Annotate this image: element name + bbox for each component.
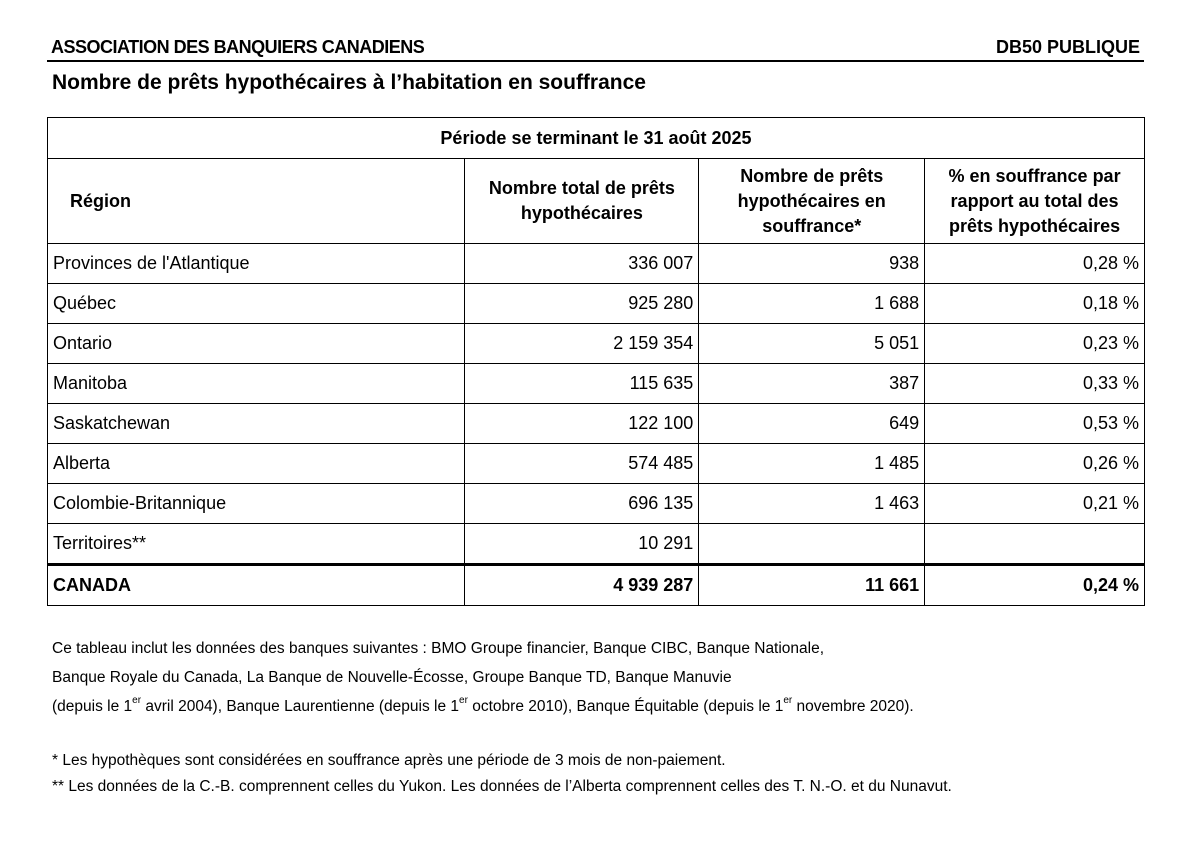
cell-arrears-percent: 0,26 %	[924, 443, 1145, 484]
cell-arrears-count: 1 688	[698, 283, 926, 324]
cell-region: Territoires**	[46, 523, 466, 565]
cell-region: Alberta	[46, 443, 466, 484]
cell-total-loans: 696 135	[464, 483, 700, 524]
total-row: CANADA 4 939 287 11 661 0,24 %	[46, 563, 1145, 606]
cell-arrears-percent: 0,18 %	[924, 283, 1145, 324]
document-code: DB50 PUBLIQUE	[995, 37, 1140, 57]
cell-arrears-count: 1 485	[698, 443, 926, 484]
cell-region: Québec	[46, 283, 466, 324]
cell-total-loans: 336 007	[464, 243, 700, 284]
mortgage-arrears-table: Période se terminant le 31 août 2025 Rég…	[46, 117, 1145, 606]
table-row: Ontario 2 159 354 5 051 0,23 %	[46, 323, 1145, 364]
superscript: er	[459, 695, 468, 706]
note-text: octobre 2010), Banque Équitable (depuis …	[467, 698, 784, 715]
superscript: er	[783, 695, 793, 706]
note-text: avril 2004), Banque Laurentienne (depuis…	[141, 698, 460, 715]
cell-arrears-percent: 0,24 %	[924, 563, 1145, 606]
cell-arrears-percent	[924, 523, 1145, 565]
cell-arrears-percent: 0,33 %	[924, 363, 1145, 404]
page-title: Nombre de prêts hypothécaires à l’habita…	[52, 71, 646, 94]
table-row: Colombie-Britannique 696 135 1 463 0,21 %	[46, 483, 1145, 524]
cell-arrears-percent: 0,53 %	[924, 403, 1145, 444]
cell-arrears-count	[698, 523, 926, 565]
cell-total-loans: 122 100	[464, 403, 700, 444]
table-row: Alberta 574 485 1 485 0,26 %	[46, 443, 1145, 484]
cell-region: Provinces de l'Atlantique	[46, 243, 466, 284]
table-row: Québec 925 280 1 688 0,18 %	[46, 283, 1145, 324]
cell-arrears-count: 387	[698, 363, 926, 404]
cell-arrears-percent: 0,23 %	[924, 323, 1145, 364]
note-text: (depuis le 1	[52, 698, 133, 715]
table-row: Manitoba 115 635 387 0,33 %	[46, 363, 1145, 404]
cell-arrears-count: 11 661	[698, 563, 926, 606]
cell-region: Manitoba	[46, 363, 466, 404]
column-header-arrears-percent: % en souffrance par rapport au total des…	[924, 158, 1145, 244]
cell-total-loans: 4 939 287	[464, 563, 700, 606]
bank-coverage-note: Ce tableau inclut les données des banque…	[52, 634, 914, 721]
cell-arrears-percent: 0,28 %	[924, 243, 1145, 284]
cell-arrears-count: 938	[698, 243, 926, 284]
cell-total-loans: 115 635	[464, 363, 700, 404]
footnote-arrears-definition: * Les hypothèques sont considérées en so…	[52, 752, 726, 769]
column-header-total-loans: Nombre total de prêts hypothécaires	[464, 158, 700, 244]
period-label: Période se terminant le 31 août 2025	[47, 117, 1145, 159]
note-text: novembre 2020).	[792, 698, 914, 715]
cell-arrears-count: 1 463	[698, 483, 926, 524]
superscript: er	[132, 695, 142, 706]
organization-name: ASSOCIATION DES BANQUIERS CANADIENS	[51, 37, 425, 57]
cell-total-loans: 925 280	[464, 283, 700, 324]
cell-arrears-count: 5 051	[698, 323, 926, 364]
note-line: Banque Royale du Canada, La Banque de No…	[52, 669, 732, 686]
column-header-arrears-count: Nombre de prêts hypothécaires en souffra…	[698, 158, 926, 244]
cell-arrears-percent: 0,21 %	[924, 483, 1145, 524]
cell-region: CANADA	[46, 563, 466, 606]
cell-total-loans: 574 485	[464, 443, 700, 484]
cell-region: Ontario	[46, 323, 466, 364]
note-line: (depuis le 1er avril 2004), Banque Laure…	[52, 692, 914, 721]
cell-arrears-count: 649	[698, 403, 926, 444]
cell-total-loans: 10 291	[464, 523, 700, 565]
footnote-territories: ** Les données de la C.-B. comprennent c…	[52, 778, 952, 795]
cell-region: Saskatchewan	[46, 403, 466, 444]
footnotes: * Les hypothèques sont considérées en so…	[52, 748, 952, 800]
cell-region: Colombie-Britannique	[46, 483, 466, 524]
column-header-region: Région	[46, 158, 466, 244]
table-row: Provinces de l'Atlantique 336 007 938 0,28 …	[46, 243, 1145, 284]
cell-total-loans: 2 159 354	[464, 323, 700, 364]
document-header: ASSOCIATION DES BANQUIERS CANADIENS DB50…	[47, 36, 1144, 62]
table-row: Territoires** 10 291	[46, 523, 1145, 565]
table-row: Saskatchewan 122 100 649 0,53 %	[46, 403, 1145, 444]
note-line: Ce tableau inclut les données des banque…	[52, 640, 825, 657]
